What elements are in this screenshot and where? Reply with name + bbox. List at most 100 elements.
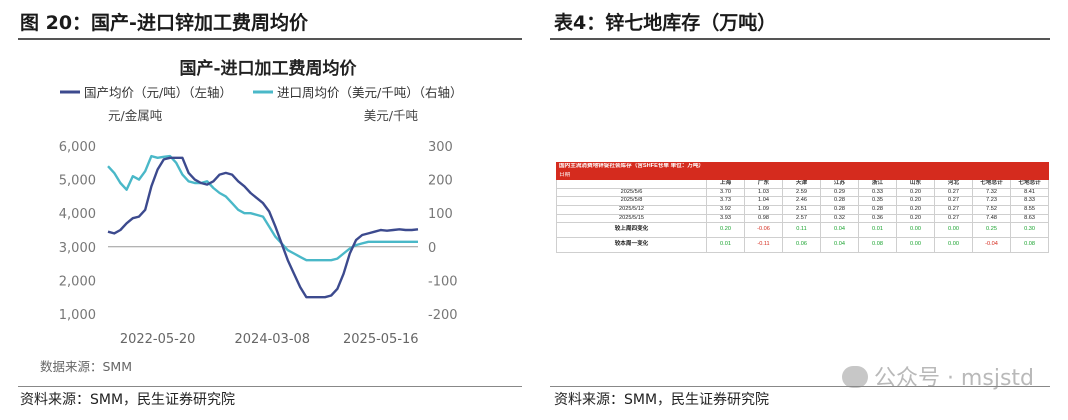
value-cell: 0.32 [820,213,859,224]
value-cell: 7.23 [972,196,1011,206]
right-panel: 表4：锌七地库存（万吨） 国内主流消费地锌锭社会库存（含SHFE仓单 单位：万吨… [540,0,1068,420]
value-cell: 0.98 [744,213,783,224]
change-value: 0.30 [1009,222,1050,239]
change-value: 0.04 [820,237,859,254]
value-cell: 0.36 [858,213,897,224]
change-value: 0.01 [706,237,745,254]
right-tick-label: 0 [428,241,436,256]
value-cell: 0.27 [934,196,973,206]
left-tick-label: 6,000 [59,140,96,155]
change-value: 0.04 [820,222,859,239]
table-row: 2025/5/8 3.73 1.04 2.46 0.28 0.35 0.20 0.27 7.23… [556,196,1050,206]
x-tick-label: 2024-03-08 [235,332,311,347]
change-value: 0.25 [972,222,1011,239]
chart-source-note: 数据来源：SMM [40,359,132,374]
change-label: 较本周一变化 [556,237,707,254]
value-cell: 2.46 [782,196,821,206]
value-cell: 3.70 [706,187,745,198]
table-row: 2025/5/12 3.92 1.09 2.51 0.28 0.28 0.20 0.27 7.5… [556,204,1050,215]
change-value: 0.00 [934,237,973,254]
right-tick-label: -200 [428,308,458,323]
value-cell: 7.52 [972,204,1011,215]
table-figure-title: 表4：锌七地库存（万吨） [554,12,777,34]
footer-divider [18,386,522,387]
column-header: 上海 [706,179,745,189]
date-header: 日期 [556,170,707,181]
left-panel: 图 20：国产-进口锌加工费周均价 国产-进口加工费周均价 国产均价（元/吨）（左… [0,0,532,420]
header-blank [556,179,707,189]
value-cell: 8.55 [1009,204,1050,215]
table-row: 2025/5/6 3.70 1.03 2.59 0.29 0.33 0.20 0.27 7.32… [556,187,1050,198]
series-line-domestic [107,156,419,299]
change-value: -0.11 [744,237,783,254]
header-blank [744,170,783,181]
change-value: -0.04 [972,237,1011,254]
value-cell: 0.27 [934,187,973,198]
chart-title: 国产-进口加工费周均价 [179,58,357,79]
wechat-icon [841,366,868,388]
header-blank [934,170,973,181]
x-tick-label: 2022-05-20 [120,332,196,347]
value-cell: 0.27 [934,204,973,215]
value-cell: 0.35 [858,196,897,206]
x-tick-label: 2025-05-16 [343,332,419,347]
value-cell: 7.32 [972,187,1011,198]
right-tick-label: 100 [428,207,453,222]
figure-title: 图 20：国产-进口锌加工费周均价 [20,12,308,34]
header-blank [858,170,897,181]
right-axis-unit: 美元/千吨 [364,108,419,123]
value-cell: 0.20 [896,204,935,215]
change-row: 较本周一变化 0.01 -0.11 0.06 0.04 0.08 0.00 0.00 -0.04… [556,237,1050,254]
footer-divider [550,386,1050,387]
value-cell: 3.73 [706,196,745,206]
column-header: 浙江 [858,179,897,189]
right-tick-label: 300 [428,140,453,155]
value-cell: 8.41 [1009,187,1050,198]
column-header: 七地总计 [1009,179,1050,189]
date-cell: 2025/5/8 [556,196,707,206]
left-tick-label: 2,000 [59,274,96,289]
value-cell: 0.20 [896,196,935,206]
column-header: 河北 [934,179,973,189]
change-label: 较上周四变化 [556,222,707,239]
table-row: 2025/5/15 3.93 0.98 2.57 0.32 0.36 0.20 0.27 7.4… [556,213,1050,224]
value-cell: 1.03 [744,187,783,198]
left-tick-label: 5,000 [59,174,96,189]
value-cell: 3.92 [706,204,745,215]
date-cell: 2025/5/15 [556,213,707,224]
column-header: 天津 [782,179,821,189]
table-title: 国内主流消费地锌锭社会库存（含SHFE仓单 单位：万吨） [555,162,1050,172]
value-cell: 7.48 [972,213,1011,224]
value-cell: 8.33 [1009,196,1050,206]
header-blank [896,170,935,181]
right-tick-label: -100 [428,274,458,289]
value-cell: 2.51 [782,204,821,215]
change-value: 0.01 [858,222,897,239]
date-cell: 2025/5/6 [556,187,707,198]
value-cell: 3.93 [706,213,745,224]
header-blank [972,170,1011,181]
source-note: 资料来源：SMM，民生证券研究院 [20,392,236,408]
inventory-table-image: 国内主流消费地锌锭社会库存（含SHFE仓单 单位：万吨） 日期 上海 广东 天津 江苏 浙江… [555,162,1050,254]
left-tick-label: 3,000 [59,241,96,256]
change-value: 0.00 [934,222,973,239]
value-cell: 1.09 [744,204,783,215]
title-divider [18,38,522,40]
table-date-header-row: 日期 [556,170,1050,181]
change-value: 0.11 [782,222,821,239]
value-cell: 0.29 [820,187,859,198]
series-line-import [107,154,418,262]
change-value: 0.20 [706,222,745,239]
date-cell: 2025/5/12 [556,204,707,215]
value-cell: 0.33 [858,187,897,198]
change-value: 0.06 [782,237,821,254]
legend-label-import: 进口周均价（美元/千吨）（右轴） [277,85,462,100]
header-blank [782,170,821,181]
left-tick-label: 1,000 [59,308,96,323]
column-header: 山东 [896,179,935,189]
watermark: 公众号 · msjstd [841,360,1034,392]
value-cell: 2.59 [782,187,821,198]
change-value: 0.00 [896,222,935,239]
change-row: 较上周四变化 0.20 -0.06 0.11 0.04 0.01 0.00 0.00 0.25 0… [556,222,1050,239]
value-cell: 0.20 [896,187,935,198]
